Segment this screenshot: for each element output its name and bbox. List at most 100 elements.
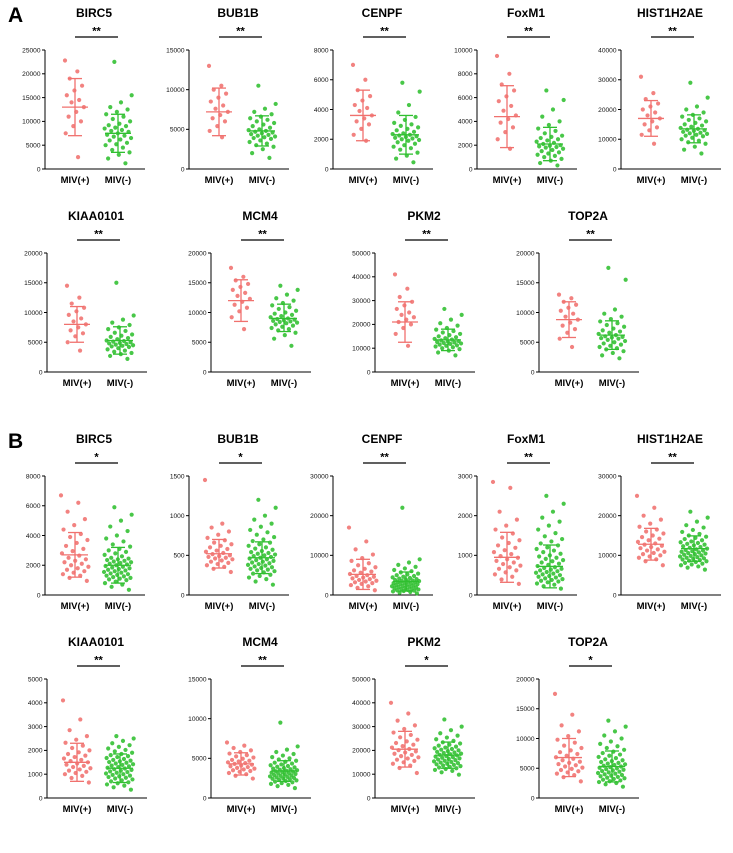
- data-point: [439, 747, 444, 752]
- significance-asterisks: **: [94, 655, 103, 667]
- data-point: [109, 128, 114, 134]
- subplot-BIRC5: BIRC5 0 5000 10000 15000 20000 25000 ** MIV(+) MI…: [8, 6, 150, 193]
- data-point: [238, 749, 243, 755]
- subplot-title: HIST1H2AE: [636, 6, 704, 20]
- data-point: [130, 332, 135, 337]
- data-point: [435, 339, 440, 345]
- data-point: [456, 772, 462, 777]
- scatter-plot: 0 5000 10000 15000 20000 25000 ** MIV(+) MIV(-): [22, 26, 145, 186]
- data-point: [500, 535, 505, 540]
- data-point: [546, 523, 551, 528]
- data-point: [126, 587, 132, 592]
- data-point: [125, 356, 130, 362]
- data-point: [536, 126, 541, 131]
- data-point: [108, 571, 113, 576]
- data-point: [398, 754, 404, 759]
- scatter-plot: 0 5000 10000 15000 ** MIV(+) MIV(-): [188, 655, 311, 815]
- data-point: [538, 578, 544, 583]
- y-tick-label: 1000: [28, 772, 43, 779]
- data-point: [131, 736, 136, 741]
- data-point: [619, 772, 625, 778]
- data-point: [77, 97, 82, 103]
- data-point: [230, 287, 235, 292]
- data-point: [401, 574, 406, 579]
- data-point: [113, 125, 118, 130]
- data-point: [123, 124, 129, 129]
- data-point: [293, 330, 298, 335]
- data-point: [64, 283, 70, 288]
- scatter-plot: 0 10000 20000 30000 40000 50000 ** MIV(+) MIV(-): [352, 229, 475, 389]
- data-point: [497, 509, 502, 514]
- data-point: [417, 557, 422, 562]
- data-point: [125, 528, 130, 534]
- data-point: [652, 505, 657, 510]
- data-point: [371, 574, 376, 579]
- data-point: [500, 561, 506, 567]
- data-point: [367, 577, 372, 582]
- data-point: [276, 306, 281, 312]
- subplot-CENPF: CENPF 0 10000 20000 30000 ** MIV(+) MIV(-): [296, 432, 438, 619]
- data-point: [602, 733, 607, 738]
- data-point: [84, 734, 90, 739]
- data-point: [290, 780, 295, 785]
- data-point: [244, 753, 249, 758]
- data-point: [411, 742, 416, 747]
- data-point: [623, 277, 628, 282]
- y-tick-label: 10000: [24, 310, 43, 317]
- data-point: [416, 125, 421, 130]
- data-point: [402, 726, 407, 732]
- data-point: [552, 565, 557, 570]
- y-tick-label: 10000: [188, 716, 207, 723]
- group-label: MIV(+): [637, 175, 666, 186]
- group-label: MIV(+): [61, 601, 90, 612]
- data-point: [289, 312, 295, 317]
- data-point: [540, 572, 545, 577]
- data-point: [616, 760, 621, 765]
- data-point: [566, 734, 571, 739]
- data-point: [600, 777, 606, 782]
- data-point: [490, 479, 496, 485]
- data-point: [258, 524, 263, 529]
- y-tick-label: 2000: [26, 563, 41, 570]
- data-point: [106, 577, 112, 582]
- data-point: [459, 724, 464, 729]
- data-point: [123, 161, 128, 166]
- data-point: [235, 293, 240, 298]
- data-point: [111, 559, 116, 564]
- data-point: [612, 340, 617, 345]
- scatter-plot: 0 5000 10000 15000 20000 * MIV(+) MIV(-): [516, 655, 639, 815]
- y-tick-label: 15000: [516, 280, 535, 287]
- data-point: [409, 752, 414, 758]
- data-point: [704, 119, 709, 124]
- data-point: [79, 757, 84, 763]
- data-point: [553, 531, 558, 536]
- data-point: [130, 750, 135, 755]
- significance-asterisks: **: [258, 229, 267, 241]
- data-point: [651, 91, 656, 96]
- data-point: [680, 114, 685, 119]
- data-point: [536, 574, 541, 579]
- data-point: [77, 348, 83, 353]
- data-point: [548, 567, 553, 572]
- data-point: [267, 561, 272, 566]
- y-tick-label: 20000: [310, 513, 329, 520]
- data-point: [208, 99, 213, 104]
- data-point: [352, 102, 357, 108]
- data-point: [622, 338, 628, 344]
- data-point: [369, 569, 374, 574]
- data-point: [615, 774, 620, 780]
- data-point: [249, 550, 254, 555]
- data-point: [236, 759, 241, 764]
- data-point: [454, 766, 459, 771]
- data-point: [561, 97, 566, 103]
- data-point: [370, 552, 376, 557]
- data-point: [684, 555, 689, 560]
- data-point: [457, 756, 462, 761]
- data-point: [569, 766, 574, 771]
- data-point: [110, 116, 115, 122]
- data-point: [257, 573, 262, 579]
- data-point: [270, 547, 275, 552]
- y-tick-label: 0: [469, 166, 473, 173]
- data-point: [275, 784, 280, 789]
- data-point: [104, 782, 110, 787]
